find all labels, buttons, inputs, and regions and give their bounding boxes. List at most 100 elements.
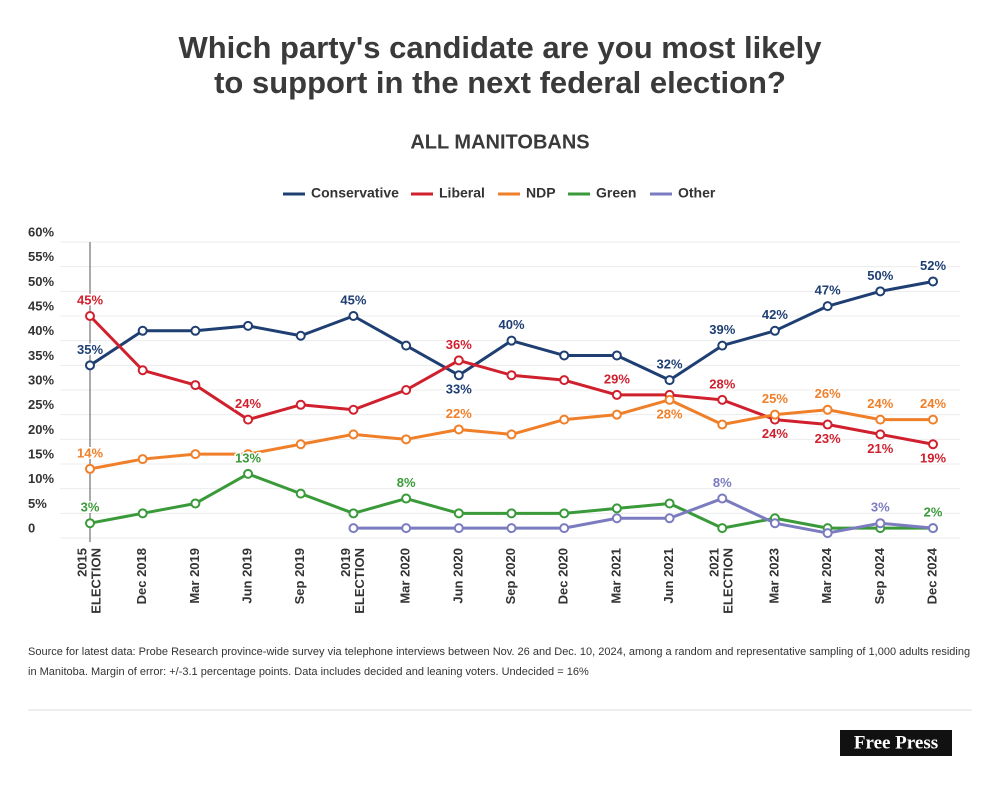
data-point bbox=[559, 414, 570, 425]
data-point bbox=[928, 276, 938, 287]
x-tick-label: Mar 2024 bbox=[819, 547, 834, 603]
data-label: 47% bbox=[815, 283, 841, 298]
data-point bbox=[559, 508, 570, 519]
data-point bbox=[664, 513, 675, 524]
legend-label: Conservative bbox=[311, 185, 399, 201]
data-point bbox=[875, 414, 886, 425]
data-point bbox=[295, 488, 306, 499]
data-label: 45% bbox=[340, 292, 366, 307]
data-point bbox=[717, 340, 728, 351]
data-point bbox=[611, 503, 622, 514]
data-point bbox=[822, 528, 833, 539]
data-point bbox=[348, 429, 359, 440]
chart-title: to support in the next federal election? bbox=[214, 65, 786, 100]
data-point bbox=[506, 370, 517, 381]
data-point bbox=[611, 389, 622, 400]
data-label: 22% bbox=[446, 406, 472, 421]
x-tick-label: 2019 bbox=[338, 548, 353, 577]
x-tick-label: ELECTION bbox=[88, 548, 103, 614]
source-note: Source for latest data: Probe Research p… bbox=[28, 646, 971, 678]
logo-box bbox=[840, 730, 952, 756]
data-point bbox=[348, 404, 359, 415]
data-label: 23% bbox=[815, 431, 841, 446]
data-point bbox=[506, 508, 517, 519]
data-label: 2% bbox=[924, 505, 943, 520]
data-point bbox=[453, 508, 464, 519]
chart-title: Which party's candidate are you most lik… bbox=[178, 30, 822, 65]
data-point bbox=[453, 424, 464, 435]
legend-label: NDP bbox=[526, 185, 556, 201]
data-point bbox=[928, 523, 938, 534]
data-label: 50% bbox=[867, 268, 893, 283]
y-tick-label: 10% bbox=[28, 471, 54, 486]
legend-label: Liberal bbox=[439, 185, 485, 201]
data-point bbox=[559, 375, 570, 386]
x-tick-label: Sep 2024 bbox=[872, 547, 887, 604]
data-point bbox=[190, 325, 201, 336]
data-label: 21% bbox=[867, 441, 893, 456]
data-point bbox=[243, 414, 254, 425]
data-point bbox=[559, 523, 570, 534]
data-point bbox=[611, 350, 622, 361]
x-tick-label: Jun 2019 bbox=[240, 548, 255, 604]
chart-subtitle: ALL MANITOBANS bbox=[410, 131, 589, 153]
y-tick-label: 35% bbox=[28, 348, 54, 363]
legend-label: Green bbox=[596, 185, 636, 201]
x-tick-label: Dec 2018 bbox=[134, 548, 149, 604]
x-tick-label: ELECTION bbox=[721, 548, 736, 614]
x-tick-label: Sep 2019 bbox=[292, 548, 307, 604]
data-point bbox=[243, 468, 254, 479]
data-point bbox=[348, 523, 359, 534]
data-point bbox=[506, 523, 517, 534]
data-point bbox=[453, 523, 464, 534]
data-label: 40% bbox=[498, 317, 524, 332]
data-point bbox=[137, 508, 148, 519]
data-point bbox=[137, 454, 148, 465]
y-tick-label: 20% bbox=[28, 422, 54, 437]
series-line bbox=[89, 472, 933, 530]
x-tick-label: Dec 2020 bbox=[556, 548, 571, 604]
x-tick-label: Mar 2019 bbox=[187, 548, 202, 604]
data-point bbox=[85, 360, 95, 371]
data-point bbox=[85, 518, 95, 529]
data-label: 3% bbox=[871, 500, 890, 515]
data-label: 35% bbox=[77, 342, 103, 357]
data-label: 29% bbox=[604, 371, 630, 386]
data-point bbox=[769, 409, 780, 420]
x-tick-label: ELECTION bbox=[352, 548, 367, 614]
data-point bbox=[928, 414, 938, 425]
data-label: 25% bbox=[762, 391, 788, 406]
legend-label: Other bbox=[678, 185, 716, 201]
data-point bbox=[401, 434, 412, 445]
data-point bbox=[664, 375, 675, 386]
data-point bbox=[611, 513, 622, 524]
data-point bbox=[243, 320, 254, 331]
data-point bbox=[928, 439, 938, 450]
data-label: 24% bbox=[235, 396, 261, 411]
data-point bbox=[401, 340, 412, 351]
data-label: 28% bbox=[709, 376, 735, 391]
data-point bbox=[85, 311, 95, 321]
data-point bbox=[664, 394, 675, 405]
data-label: 3% bbox=[81, 500, 100, 515]
data-point bbox=[822, 419, 833, 430]
data-point bbox=[559, 350, 570, 361]
y-tick-label: 60% bbox=[28, 224, 54, 239]
data-label: 14% bbox=[77, 445, 103, 460]
data-label: 8% bbox=[397, 475, 416, 490]
x-tick-label: Mar 2020 bbox=[398, 548, 413, 604]
data-label: 33% bbox=[446, 382, 472, 397]
y-tick-label: 0 bbox=[28, 520, 35, 535]
y-tick-label: 40% bbox=[28, 323, 54, 338]
data-point bbox=[348, 311, 359, 321]
x-tick-label: Jun 2021 bbox=[661, 548, 676, 604]
data-point bbox=[717, 493, 728, 504]
y-tick-label: 25% bbox=[28, 397, 54, 412]
data-label: 24% bbox=[762, 426, 788, 441]
data-point bbox=[769, 325, 780, 336]
data-point bbox=[190, 449, 201, 460]
data-label: 24% bbox=[867, 396, 893, 411]
data-label: 39% bbox=[709, 322, 735, 337]
data-point bbox=[295, 439, 306, 450]
